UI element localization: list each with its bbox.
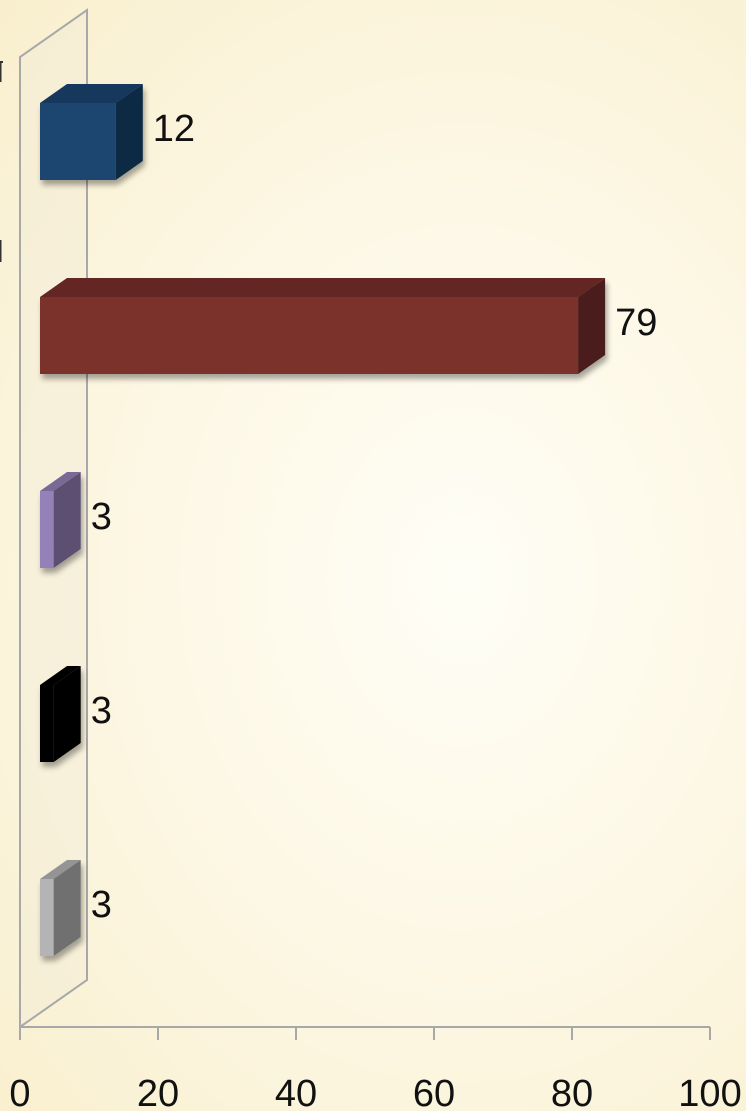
- x-tick-label: 80: [551, 1073, 593, 1111]
- bar-value-label: 12: [153, 108, 195, 150]
- bar-side-face: [53, 860, 81, 956]
- bar: [40, 666, 81, 762]
- bar-value-label: 79: [615, 302, 657, 344]
- bar-top-face: [40, 278, 606, 297]
- x-tick-label: 40: [275, 1073, 317, 1111]
- bar-front-face: [40, 103, 116, 180]
- bar: [40, 278, 606, 374]
- bar-front-face: [40, 879, 54, 956]
- bar-value-label: 3: [91, 690, 112, 732]
- bar-side-face: [115, 84, 143, 180]
- x-tick-label: 100: [678, 1073, 741, 1111]
- bar: [40, 472, 81, 568]
- bar-side-face: [53, 472, 81, 568]
- x-axis-ticks: 0 20 40 60 80 100: [9, 1027, 742, 1111]
- bar-side-face: [53, 666, 81, 762]
- bar: [40, 84, 143, 180]
- bar-front-face: [40, 685, 54, 762]
- bar-top-face: [40, 860, 81, 879]
- bar-series: [40, 84, 606, 956]
- bar-top-face: [40, 84, 143, 103]
- x-tick-label: 20: [137, 1073, 179, 1111]
- bar-front-face: [40, 297, 579, 374]
- x-tick-label: 0: [9, 1073, 30, 1111]
- bar-front-face: [40, 491, 54, 568]
- bar-top-face: [40, 472, 81, 491]
- bar-value-label: 3: [91, 884, 112, 926]
- bar-side-face: [578, 278, 606, 374]
- bar-top-face: [40, 666, 81, 685]
- x-tick-label: 60: [413, 1073, 455, 1111]
- data-labels: 12 79 3 3 3: [91, 108, 658, 926]
- bar: [40, 860, 81, 956]
- bar-value-label: 3: [91, 496, 112, 538]
